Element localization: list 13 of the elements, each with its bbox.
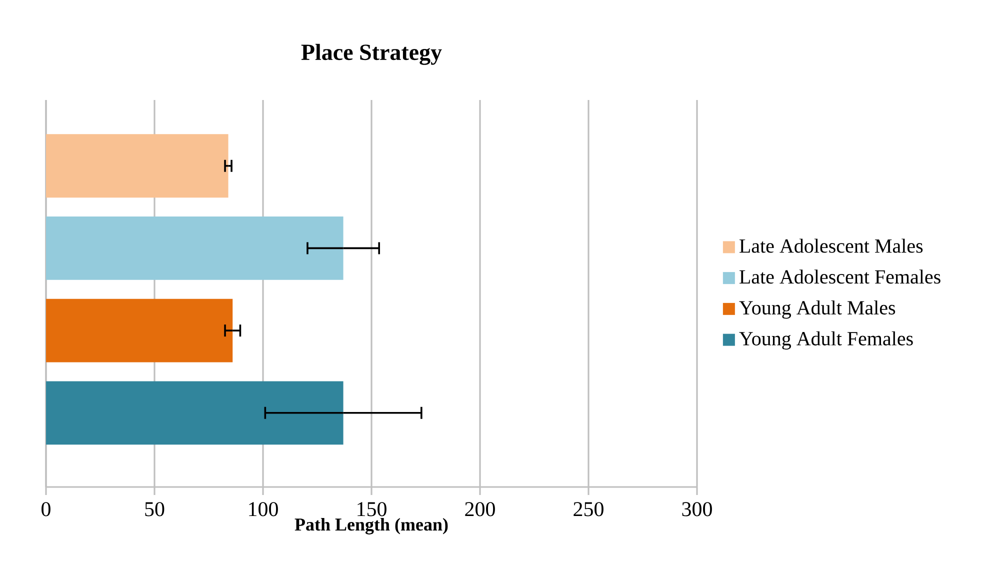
x-tick-label: 50 — [145, 502, 164, 516]
x-tick-label: 200 — [465, 502, 495, 516]
x-tick-label: 100 — [249, 502, 278, 516]
x-tick-label: 0 — [42, 502, 50, 516]
x-tick-label: 250 — [574, 502, 604, 516]
legend-label: Young Adult Females — [739, 331, 913, 350]
legend-label: Young Adult Males — [739, 300, 896, 319]
legend-label: Late Adolescent Females — [740, 270, 940, 284]
x-tick-label: 300 — [682, 502, 712, 516]
legend-label: Late Adolescent Males — [740, 238, 923, 253]
chart-title: Place Strategy — [301, 44, 442, 65]
x-tick-label: 150 — [358, 502, 386, 516]
x-axis-title: Path Length (mean) — [294, 518, 448, 534]
